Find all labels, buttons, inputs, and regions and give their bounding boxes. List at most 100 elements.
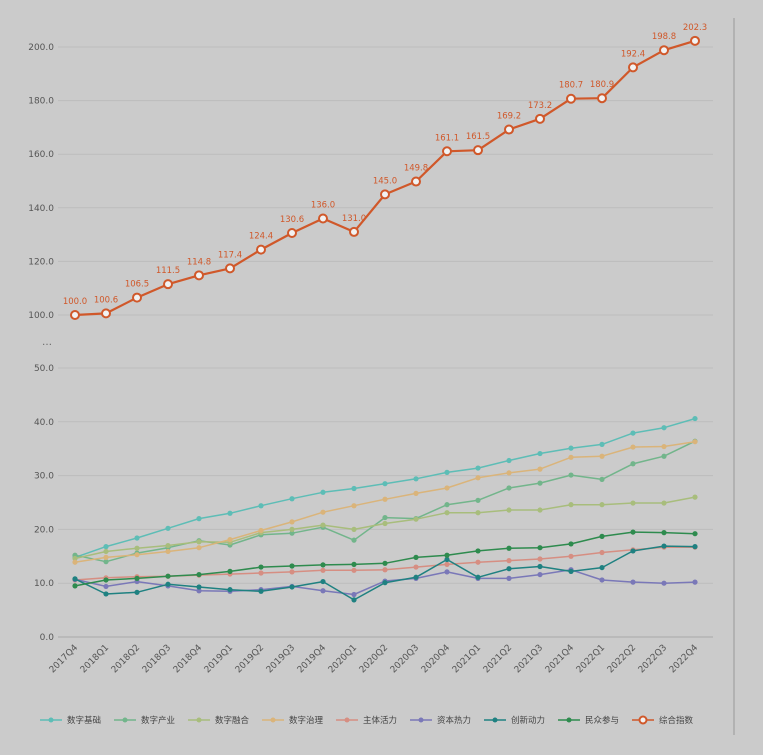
legend-item: 综合指数: [632, 715, 694, 726]
data-label: 198.8: [652, 32, 676, 42]
data-point: [599, 549, 605, 556]
legend-label: 主体活力: [363, 715, 397, 726]
data-point: [318, 213, 328, 224]
y-tick-label: 10.0: [34, 579, 54, 589]
data-point: [103, 559, 109, 565]
data-point: [661, 453, 667, 459]
data-point: [599, 564, 605, 571]
y-tick-label: 120.0: [28, 257, 54, 267]
data-point: [442, 146, 452, 157]
data-point: [444, 502, 450, 508]
data-point: [506, 558, 512, 564]
data-label: 173.2: [528, 101, 552, 111]
x-tick-label: 2018Q3: [141, 643, 173, 675]
legend-item: 数字基础: [40, 715, 101, 726]
x-tick-label: 2019Q4: [296, 643, 329, 676]
data-label: 180.7: [559, 81, 583, 91]
legend-swatch-marker: [48, 717, 54, 723]
data-point: [382, 520, 388, 527]
data-point: [349, 226, 359, 237]
data-point: [258, 527, 264, 534]
data-point: [351, 597, 357, 603]
data-point: [72, 583, 78, 589]
y-tick-label: 50.0: [34, 364, 54, 374]
data-label: 100.0: [63, 297, 87, 307]
data-point: [692, 415, 698, 422]
data-point: [444, 510, 450, 516]
data-point: [473, 145, 483, 156]
data-point: [382, 481, 388, 487]
legend-label: 民众参与: [585, 715, 619, 726]
legend-swatch-marker: [270, 717, 276, 723]
data-point: [535, 113, 545, 124]
data-point: [320, 588, 326, 594]
data-point: [165, 573, 171, 579]
legend-item: 数字治理: [262, 715, 324, 726]
data-point: [289, 563, 295, 569]
data-point: [196, 539, 202, 545]
data-point: [475, 574, 481, 580]
data-point: [289, 569, 295, 575]
data-point: [628, 62, 638, 73]
data-point: [630, 529, 636, 535]
x-tick-label: 2020Q1: [327, 643, 359, 675]
legend-label: 创新动力: [511, 715, 545, 726]
x-tick-label: 2018Q4: [172, 643, 205, 676]
data-point: [475, 559, 481, 565]
data-point: [568, 454, 574, 460]
data-point: [537, 556, 543, 562]
x-tick-label: 2018Q1: [79, 643, 111, 675]
data-point: [413, 554, 419, 560]
y-tick-label: 180.0: [28, 97, 54, 107]
data-point: [103, 548, 109, 555]
data-point: [256, 244, 266, 255]
data-label: 161.1: [435, 133, 459, 143]
data-point: [287, 227, 297, 238]
data-point: [566, 93, 576, 104]
data-label: 100.6: [94, 295, 118, 305]
data-point: [196, 545, 202, 551]
data-point: [506, 485, 512, 491]
data-label: 106.5: [125, 280, 149, 290]
data-point: [196, 584, 202, 590]
data-label: 124.4: [249, 232, 273, 242]
x-tick-label: 2022Q4: [668, 643, 701, 676]
data-point: [134, 575, 140, 581]
data-point: [444, 556, 450, 563]
data-point: [692, 439, 698, 445]
legend-label: 数字基础: [67, 715, 101, 726]
data-point: [103, 554, 109, 560]
data-point: [351, 537, 357, 543]
data-point: [103, 544, 109, 550]
data-point: [568, 445, 574, 451]
x-tick-label: 2021Q1: [451, 643, 483, 675]
x-tick-label: 2019Q3: [265, 643, 297, 675]
data-point: [597, 93, 607, 104]
data-point: [289, 584, 295, 590]
data-point: [630, 461, 636, 467]
data-point: [258, 564, 264, 570]
legend-label: 综合指数: [659, 715, 694, 726]
data-point: [320, 562, 326, 568]
data-point: [258, 588, 264, 594]
data-label: 131.0: [342, 214, 366, 224]
data-label: 114.8: [187, 257, 211, 267]
y-tick-label: 30.0: [34, 472, 54, 482]
data-point: [320, 522, 326, 528]
y-tick-label: 200.0: [28, 43, 54, 53]
y-tick-label: 100.0: [28, 311, 54, 321]
y-tick-label: 40.0: [34, 418, 54, 428]
data-point: [444, 485, 450, 491]
data-point: [103, 583, 109, 590]
data-point: [568, 472, 574, 478]
data-point: [537, 450, 543, 457]
legend-swatch-marker: [344, 717, 350, 723]
data-point: [475, 465, 481, 471]
legend-item: 主体活力: [336, 715, 397, 726]
y-tick-label: 20.0: [34, 525, 54, 535]
data-point: [630, 444, 636, 450]
x-tick-label: 2021Q4: [544, 643, 577, 676]
data-point: [692, 544, 698, 550]
